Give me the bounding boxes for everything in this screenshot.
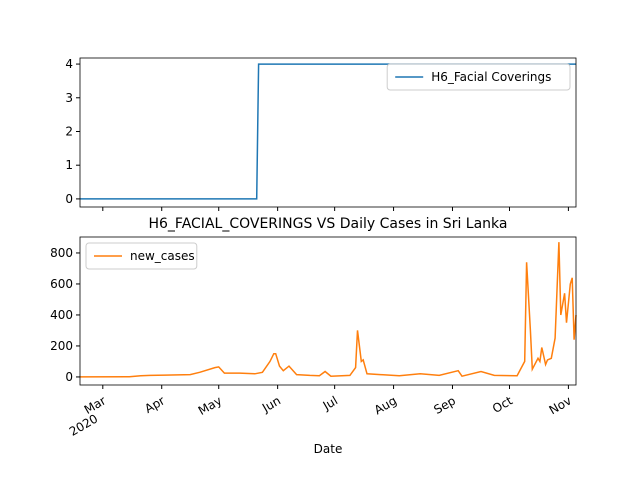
legend-label: H6_Facial Coverings <box>431 70 551 84</box>
legend-box <box>386 63 571 91</box>
x-tick-label: Jun <box>259 393 283 415</box>
y-tick-label: 2 <box>65 124 73 138</box>
x-tick-year: 2020 <box>67 411 100 438</box>
legend-label: new_cases <box>130 249 195 263</box>
x-axis-label: Date <box>314 442 343 456</box>
y-tick-label: 1 <box>65 158 73 172</box>
x-tick-label: Sep <box>431 393 458 416</box>
x-tick-label: Apr <box>142 393 167 416</box>
x-tick-label: Mar <box>82 393 109 416</box>
axes-frame <box>79 57 577 208</box>
x-tick-label: Oct <box>490 393 515 416</box>
legend-box <box>85 242 198 270</box>
x-tick-label: Aug <box>372 393 399 417</box>
y-tick-label: 3 <box>65 91 73 105</box>
x-tick-label: Jul <box>320 393 340 413</box>
y-tick-label: 0 <box>65 370 73 384</box>
y-tick-label: 600 <box>50 277 73 291</box>
y-tick-label: 0 <box>65 192 73 206</box>
y-tick-label: 200 <box>50 339 73 353</box>
x-tick-label: May <box>196 393 224 418</box>
x-tick-label: Nov <box>547 393 574 417</box>
axes-frame <box>79 236 577 386</box>
y-tick-label: 4 <box>65 57 73 71</box>
y-tick-label: 400 <box>50 308 73 322</box>
series-line <box>79 242 577 378</box>
chart-title: H6_FACIAL_COVERINGS VS Daily Cases in Sr… <box>149 216 508 232</box>
y-tick-label: 800 <box>50 246 73 260</box>
